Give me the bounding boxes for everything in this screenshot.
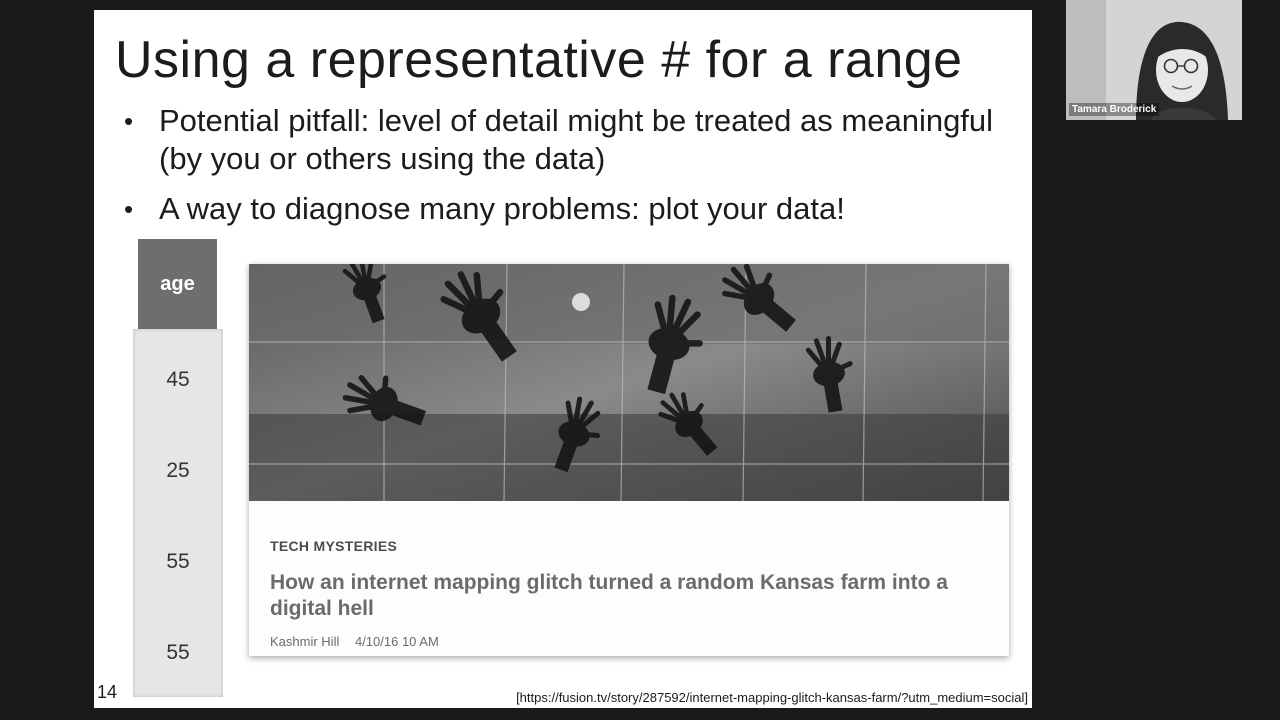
bullet-text: Potential pitfall: level of detail might… (159, 103, 994, 176)
age-cell: 55 (166, 641, 190, 664)
age-cell: 25 (166, 459, 190, 482)
bullet-item: • Potential pitfall: level of detail mig… (124, 102, 1004, 178)
bullet-item: • A way to diagnose many problems: plot … (124, 190, 1004, 228)
slide-title: Using a representative # for a range (115, 31, 963, 89)
article-category: TECH MYSTERIES (270, 538, 398, 554)
article-byline: Kashmir Hill 4/10/16 10 AM (270, 634, 451, 649)
participant-video-icon (1066, 0, 1242, 120)
participant-name-label: Tamara Broderick (1069, 103, 1160, 116)
age-cell: 55 (166, 550, 190, 573)
article-headline: How an internet mapping glitch turned a … (270, 571, 948, 620)
age-column: 45 25 55 55 (133, 329, 223, 697)
webcam-video-tile: Tamara Broderick (1066, 0, 1242, 120)
bullet-dot-icon: • (124, 194, 134, 224)
hands-on-map-image (249, 264, 1009, 501)
bullet-text: A way to diagnose many problems: plot yo… (159, 191, 845, 226)
article-card: TECH MYSTERIES How an internet mapping g… (249, 264, 1009, 656)
age-column-header: age (138, 239, 217, 329)
article-author: Kashmir Hill (270, 634, 340, 649)
presentation-slide: Using a representative # for a range • P… (94, 10, 1032, 708)
source-url: [https://fusion.tv/story/287592/internet… (516, 690, 1028, 705)
slide-page-number: 14 (97, 682, 118, 702)
bullet-list: • Potential pitfall: level of detail mig… (124, 102, 1004, 240)
age-cell: 45 (166, 368, 190, 391)
bullet-dot-icon: • (124, 106, 134, 136)
article-datetime: 4/10/16 10 AM (354, 634, 439, 649)
